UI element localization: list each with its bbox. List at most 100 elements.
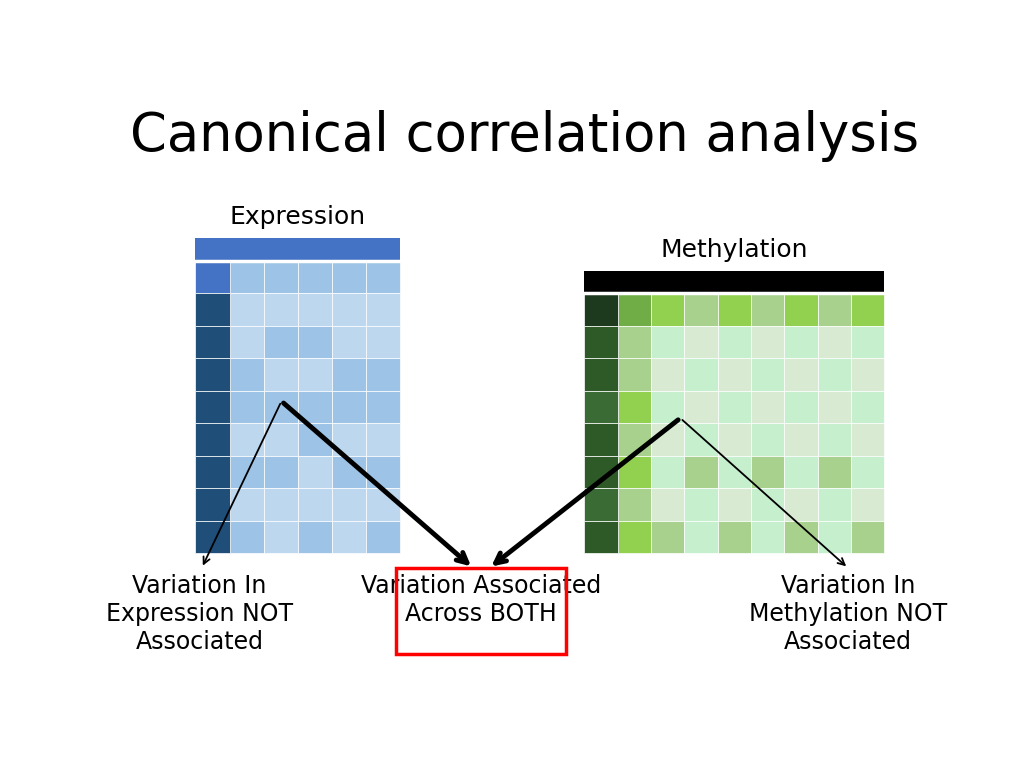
Bar [585,391,617,423]
Text: Methylation: Methylation [660,238,808,262]
Bar [264,293,298,326]
Bar [298,293,332,326]
Bar [196,358,229,391]
Bar [298,423,332,456]
Bar [229,293,264,326]
Bar [617,456,651,488]
Bar [264,423,298,456]
Bar [718,488,751,521]
Bar [851,488,885,521]
Bar [684,456,718,488]
Bar [851,456,885,488]
Bar [298,521,332,554]
Bar [784,456,817,488]
Text: Expression: Expression [229,205,366,230]
Bar [229,456,264,488]
Bar [617,326,651,358]
Bar [298,391,332,423]
Bar [718,521,751,554]
Bar [617,423,651,456]
Bar [817,326,851,358]
Bar [196,488,229,521]
Bar [784,293,817,326]
Bar [651,358,684,391]
Bar [751,358,784,391]
Bar [298,456,332,488]
Bar [196,423,229,456]
Bar [851,326,885,358]
Bar [367,293,400,326]
Bar [332,488,367,521]
Bar [196,326,229,358]
Bar [332,293,367,326]
Bar [817,358,851,391]
Bar [229,260,264,293]
Bar [196,391,229,423]
Bar [229,423,264,456]
Bar [196,260,229,293]
Bar [617,293,651,326]
Bar [784,358,817,391]
Bar [298,260,332,293]
Bar [617,488,651,521]
Bar [229,326,264,358]
Bar [851,423,885,456]
Bar [585,326,617,358]
Bar [196,238,400,260]
Bar [264,358,298,391]
Bar [718,456,751,488]
Bar [298,326,332,358]
Bar [817,423,851,456]
Bar [751,326,784,358]
Bar [817,391,851,423]
Bar [851,293,885,326]
Bar [851,358,885,391]
Bar [684,521,718,554]
Bar [651,293,684,326]
Bar [817,488,851,521]
Bar [617,391,651,423]
Bar [651,488,684,521]
Bar [784,391,817,423]
Bar [229,488,264,521]
Bar [367,423,400,456]
Bar [585,293,617,326]
Bar [651,326,684,358]
Bar [264,391,298,423]
Bar [684,358,718,391]
Bar [264,488,298,521]
Text: Variation Associated
Across BOTH: Variation Associated Across BOTH [361,574,601,626]
Bar [684,293,718,326]
Bar [751,293,784,326]
Bar [585,456,617,488]
Bar [196,293,229,326]
Bar [751,488,784,521]
Bar [332,260,367,293]
Bar [751,456,784,488]
Bar [298,488,332,521]
Bar [718,326,751,358]
Bar [751,521,784,554]
Bar [264,456,298,488]
Bar [784,423,817,456]
Bar [229,358,264,391]
Bar [585,358,617,391]
Text: Variation In
Expression NOT
Associated: Variation In Expression NOT Associated [106,574,293,654]
Bar [651,423,684,456]
Bar [851,391,885,423]
Bar [817,456,851,488]
Bar [684,391,718,423]
Bar [264,521,298,554]
Bar [784,326,817,358]
Text: Variation In
Methylation NOT
Associated: Variation In Methylation NOT Associated [750,574,947,654]
Bar [229,521,264,554]
Bar [651,391,684,423]
Bar [332,326,367,358]
Bar [684,488,718,521]
Bar [585,423,617,456]
Bar [718,391,751,423]
Bar [784,521,817,554]
Bar [851,521,885,554]
Bar [751,391,784,423]
Bar [264,326,298,358]
